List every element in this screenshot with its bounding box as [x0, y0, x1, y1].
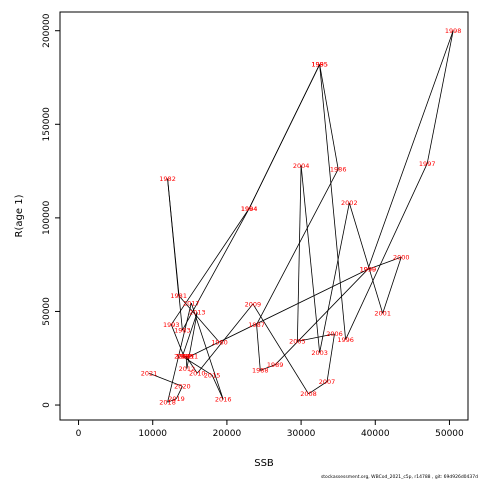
point-label: 1997	[419, 160, 436, 168]
series-segment	[256, 324, 261, 371]
point-label: 2010	[189, 370, 206, 378]
x-tick-label: 30000	[287, 429, 316, 439]
x-axis: 0 10000 20000 30000 40000 50000	[76, 420, 464, 439]
point-label: 2016	[215, 396, 232, 404]
series-segment	[185, 356, 198, 374]
point-label: 1989	[267, 361, 284, 369]
point-label: 1996	[337, 336, 354, 344]
series-segment	[167, 302, 192, 403]
point-label: 2015	[204, 371, 221, 379]
point-label: 1998	[445, 27, 462, 35]
x-tick-label: 20000	[213, 429, 242, 439]
point-label: 1983	[174, 326, 191, 334]
series-segment	[167, 178, 183, 331]
series-segment	[297, 333, 335, 342]
point-label: 1988	[252, 367, 269, 375]
series-segment	[274, 269, 369, 366]
series-segment	[186, 312, 198, 369]
plot-frame	[59, 11, 469, 421]
series-segment	[182, 356, 213, 376]
point-label: 1987	[248, 321, 265, 329]
series-segment	[308, 381, 328, 395]
series-segment	[211, 374, 224, 400]
point-label: 1986	[330, 166, 347, 174]
point-label: 2021	[141, 370, 158, 378]
point-label: 1993	[163, 321, 180, 329]
point-label: 1999	[360, 266, 377, 274]
point-label: 2002	[341, 199, 358, 207]
point-label: 2017	[183, 299, 200, 307]
point-label: 2013	[189, 309, 206, 317]
point-label: 1990	[360, 266, 377, 274]
point-labels: 1980 1981 1982 1983 1984 1985 1986 1987 19881989…	[141, 27, 462, 407]
point-label: 2012	[179, 365, 196, 373]
series-segment	[248, 64, 320, 209]
point-label: 1992	[176, 353, 193, 361]
point-label: 2008	[300, 390, 317, 398]
x-axis-title: SSB	[254, 458, 274, 469]
x-tick-label: 10000	[138, 429, 167, 439]
point-label: 2018	[159, 399, 176, 407]
series-segment	[190, 302, 224, 400]
series-segment	[176, 386, 183, 399]
point-label: 1991	[182, 353, 199, 361]
series-segment	[260, 364, 276, 371]
y-tick-label: 150000	[42, 107, 52, 142]
series-segment	[189, 268, 369, 357]
point-label: 2020	[174, 383, 191, 391]
series-segment	[300, 165, 321, 353]
point-label: 2001	[374, 310, 391, 318]
series-segment	[170, 324, 185, 357]
y-tick-label: 100000	[42, 200, 52, 235]
point-label: 2003	[311, 349, 328, 357]
series-segment	[170, 208, 250, 325]
point-label: 2007	[319, 378, 336, 386]
series-segment	[196, 303, 254, 374]
series-segment	[367, 256, 402, 270]
series-segment	[296, 165, 302, 342]
point-label: 1984	[241, 205, 258, 213]
x-tick-label: 0	[76, 429, 82, 439]
point-label: 2000	[393, 253, 410, 261]
series-line	[148, 30, 454, 403]
footer-credit: stockassessment.org, WBCod_2021_c5p, r14…	[321, 474, 478, 480]
series-segment	[367, 30, 454, 270]
series-segment	[182, 312, 198, 357]
point-label: 1994	[241, 205, 258, 213]
point-label: 2006	[326, 330, 343, 338]
point-label: 2009	[245, 300, 262, 308]
point-label: 2005	[289, 338, 306, 346]
y-axis-title: R(age 1)	[14, 194, 25, 237]
point-label: 1980	[211, 339, 228, 347]
y-tick-label: 0	[42, 402, 52, 408]
y-tick-label: 50000	[42, 297, 52, 326]
series-segment	[319, 64, 339, 170]
series-segment	[252, 303, 309, 395]
point-label: 1981	[170, 292, 187, 300]
point-label: 1982	[159, 175, 176, 183]
point-label: 1995	[311, 61, 328, 69]
y-tick-label: 200000	[42, 13, 52, 48]
point-label: 2011	[178, 353, 195, 361]
series-segment	[319, 202, 350, 353]
series-segment	[167, 398, 177, 403]
series-segment	[256, 169, 339, 325]
point-label: 2019	[168, 395, 185, 403]
series-segment	[426, 30, 454, 164]
y-axis: 0 50000 100000 150000 200000	[42, 13, 60, 408]
point-label: 2004	[293, 162, 310, 170]
series-segment	[382, 257, 402, 314]
series-segment	[345, 163, 428, 340]
x-tick-label: 40000	[361, 429, 390, 439]
series-segment	[319, 64, 346, 340]
point-label: 2014	[174, 353, 191, 361]
series-segment	[326, 333, 335, 382]
series-segment	[148, 372, 183, 387]
x-tick-label: 50000	[435, 429, 464, 439]
point-label: 1985	[311, 61, 328, 69]
series-segment	[348, 202, 384, 314]
